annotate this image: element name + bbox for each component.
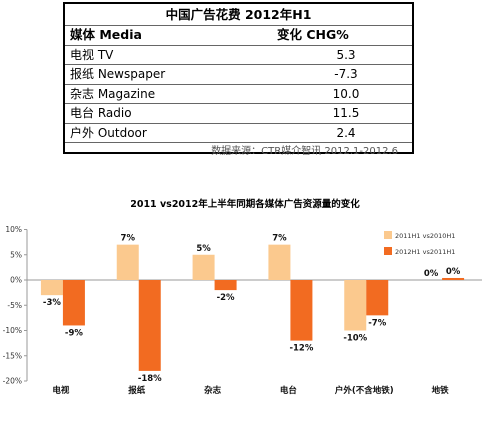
row-media: 杂志 Magazine [70,86,156,101]
data-label: -9% [65,328,83,338]
table-header-row: 媒体 Media 变化 CHG% [65,26,412,46]
legend-label: 2011H1 vs2010H1 [395,232,455,240]
chart-title: 2011 vs2012年上半年同期各媒体广告资源量的变化 [130,199,360,210]
y-tick-label: 10% [5,225,22,234]
media-spend-table: 中国广告花费 2012年H1 媒体 Media 变化 CHG% 电视 TV 5.… [63,2,414,157]
row-chg: 10.0 [332,86,360,101]
header-media: 媒体 Media [70,27,142,42]
bar-series1 [192,254,215,280]
row-chg: -7.3 [334,67,358,81]
data-label: 7% [272,234,287,244]
row-media: 报纸 Newspaper [70,67,166,81]
bar-series2 [442,277,465,280]
data-label: -2% [217,293,235,303]
legend-swatch [384,247,392,255]
data-label: 0% [424,269,439,279]
data-label: -12% [289,344,313,354]
data-label: 7% [121,234,136,244]
data-label: -18% [138,374,162,384]
bar-series2 [62,280,85,326]
data-label: -3% [43,298,61,308]
bar-series1 [116,244,139,280]
table-row: 电视 TV 5.3 [65,46,412,65]
bar-series2 [290,280,313,341]
row-chg: 5.3 [336,47,356,62]
y-tick-label: -15% [3,351,22,360]
data-label: -10% [343,334,367,344]
y-tick-label: 0% [10,276,22,285]
row-media: 电台 Radio [70,106,132,120]
table-title: 中国广告花费 2012年H1 [65,4,412,26]
data-label: 0% [446,267,461,277]
table-row: 杂志 Magazine 10.0 [65,85,412,104]
category-label: 杂志 [204,385,222,396]
category-label: 户外(不含地铁) [334,385,394,396]
table-source-note: 数据来源：CTR媒介智讯 2012.1-2012.6 [211,146,398,157]
bar-series1 [344,280,367,331]
row-chg: 11.5 [332,106,360,120]
row-chg: 2.4 [336,125,356,140]
y-tick-label: -20% [3,377,22,386]
header-chg: 变化 CHG% [277,27,349,42]
y-tick-label: 5% [10,250,22,259]
bar-series1 [268,244,291,280]
bar-series1 [40,280,63,296]
category-label: 电台 [280,385,298,396]
legend-label: 2012H1 vs2011H1 [395,248,455,256]
row-media: 户外 Outdoor [70,125,147,140]
category-label: 电视 [52,385,70,396]
bar-series2 [366,280,389,316]
table-row: 户外 Outdoor 2.4 [65,124,412,143]
y-tick-label: -5% [7,301,22,310]
row-media: 电视 TV [70,47,114,62]
bar-series2 [214,280,237,291]
table-row: 报纸 Newspaper -7.3 [65,65,412,85]
y-tick-label: -10% [3,326,22,335]
legend-swatch [384,231,392,239]
category-label: 地铁 [432,385,450,396]
bar-series2 [138,280,161,371]
table-row: 电台 Radio 11.5 [65,104,412,124]
data-label: -7% [368,318,386,328]
data-label: 5% [196,244,211,254]
category-label: 报纸 [128,385,146,396]
